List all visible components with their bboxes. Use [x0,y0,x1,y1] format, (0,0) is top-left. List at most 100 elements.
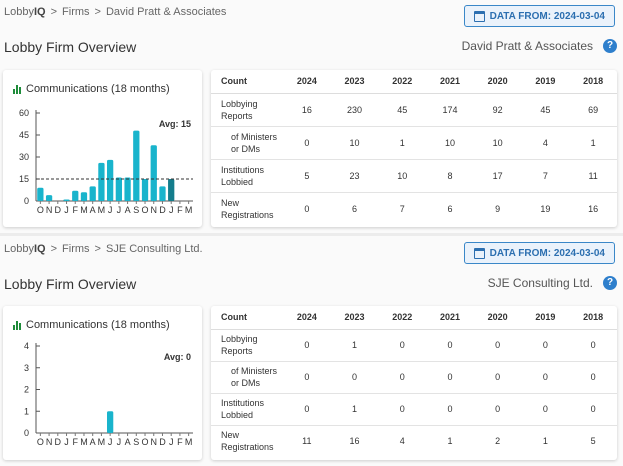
table-row: Lobbying Reports 0 1 0 0 0 0 0 [211,329,617,362]
column-header-year: 2023 [330,306,379,330]
table-cell: 1 [569,126,617,160]
table-cell: 11 [569,159,617,193]
column-header-year: 2024 [283,70,331,94]
x-tick-label: D [55,205,62,215]
table-cell: 10 [330,126,379,160]
table-cell: 16 [588,203,599,214]
chart-bar [37,187,44,201]
table-cell: 4 [521,126,570,160]
table-cell: 0 [473,329,522,362]
x-tick-label: A [125,437,131,447]
breadcrumb-separator: > [94,6,101,18]
row-label-line: or DMs [231,143,260,154]
help-icon[interactable]: ? [603,276,617,290]
table-cell: 174 [426,93,474,127]
y-tick-label: 45 [19,130,29,140]
table-cell: 45 [521,93,570,127]
x-tick-label: F [73,205,79,215]
chart-bar [98,162,105,201]
chart-bar [115,177,123,201]
column-header-year: 2021 [426,70,474,94]
x-tick-label: J [117,437,122,447]
x-tick-label: M [185,437,193,447]
y-tick-label: 60 [19,108,29,118]
row-label-line: of Ministers [231,131,278,142]
table-cell: 23 [330,159,379,193]
table-cell: 6 [352,203,358,214]
x-tick-label: M [98,437,106,447]
x-tick-label: A [125,205,131,215]
breadcrumb-home-link[interactable]: LobbyIQ [4,6,46,18]
column-header-year: 2018 [569,306,617,330]
x-tick-label: N [46,437,53,447]
stats-table-card: Count 2024 2023 2022 2021 2020 2019 2018 Lobbyi… [211,306,617,460]
chart-bar [106,159,114,201]
chart-header: Communications (18 months) [13,319,170,331]
row-label-line: Lobbying [221,334,258,344]
x-tick-label: F [177,205,183,215]
table-cell: 0 [283,393,331,426]
table-cell: 7 [399,203,405,214]
data-from-button[interactable]: DATA FROM: 2024-03-04 [463,242,615,264]
x-tick-label: F [177,437,183,447]
table-row: Lobbying Reports 16 230 45 174 92 45 69 [211,93,617,127]
table-cell: 5 [590,436,596,447]
y-tick-label: 15 [19,174,29,184]
stats-table-card: Count 2024 2023 2022 2021 2020 2019 2018 Lobbyi… [211,70,617,227]
table-cell: 230 [330,93,379,127]
column-header-year: 2023 [330,70,379,94]
x-tick-label: N [151,205,158,215]
table-cell: 45 [378,93,427,127]
stats-table: Count 2024 2023 2022 2021 2020 2019 2018 Lobbyi… [211,70,617,225]
help-icon[interactable]: ? [603,39,617,53]
x-tick-label: J [169,437,174,447]
table-cell: 16 [283,93,331,127]
table-cell: 0 [378,329,427,362]
row-label: New Registrations [211,192,283,225]
breadcrumb-separator: > [50,6,58,18]
table-cell: 0 [378,361,427,394]
chart-bar [89,186,96,201]
x-tick-label: O [37,437,44,447]
x-tick-label: O [142,205,149,215]
y-tick-label: 1 [24,406,29,416]
chart-title: Communications (18 months) [26,83,170,95]
row-label: Lobbying Reports [211,93,283,127]
table-cell: 11 [302,436,312,447]
y-tick-label: 2 [24,385,29,395]
row-label-line: Registrations [221,209,274,220]
chart-bar [141,179,149,201]
x-tick-label: N [46,205,53,215]
breadcrumb-firms-link[interactable]: Firms [62,6,90,18]
table-cell: 10 [426,126,474,160]
breadcrumb-home-link[interactable]: LobbyIQ [4,243,46,255]
breadcrumb-firms-link[interactable]: Firms [62,243,90,255]
table-cell: 0 [330,361,379,394]
row-label: New Registrations [211,425,283,457]
table-cell: 10 [378,159,427,193]
table-header-row: Count 2024 2023 2022 2021 2020 2019 2018 [211,70,617,94]
column-header-year: 2019 [521,70,570,94]
table-cell: 92 [473,93,522,127]
row-label-line: Institutions [221,164,265,175]
table-cell: 0 [569,329,617,362]
data-from-button[interactable]: DATA FROM: 2024-03-04 [463,5,615,27]
calendar-icon [473,247,485,259]
x-tick-label: N [151,437,158,447]
chart-bar [124,177,131,201]
table-cell: 5 [283,159,331,193]
breadcrumb-current: SJE Consulting Ltd. [105,243,203,255]
table-cell: 6 [447,203,453,214]
communications-chart-card: Communications (18 months) 0 15 30 45 60 O N D J… [3,70,202,227]
row-label: Institutions Lobbied [211,159,283,193]
row-label-line: Lobbying [221,98,258,109]
table-cell: 9 [495,203,501,214]
table-cell: 0 [283,329,331,362]
table-cell: 0 [426,329,474,362]
table-row: Institutions Lobbied 5 23 10 8 17 7 11 [211,159,617,193]
breadcrumb-separator: > [94,243,101,255]
table-cell: 1 [378,126,427,160]
average-label: Avg: 15 [159,119,191,129]
column-header-year: 2020 [473,306,522,330]
